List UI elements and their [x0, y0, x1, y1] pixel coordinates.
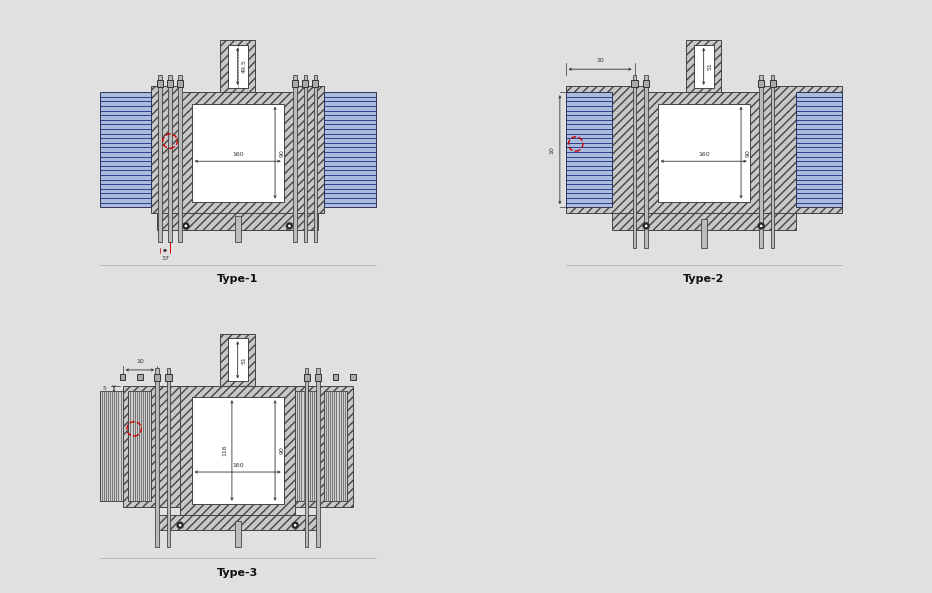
- Bar: [235, 521, 240, 547]
- Bar: [761, 87, 842, 213]
- Bar: [123, 385, 180, 506]
- Bar: [166, 374, 171, 381]
- Bar: [566, 87, 646, 213]
- Bar: [137, 374, 143, 380]
- Text: 10: 10: [596, 59, 604, 63]
- Bar: [770, 80, 775, 87]
- Bar: [100, 391, 123, 500]
- Bar: [643, 80, 650, 87]
- Bar: [304, 75, 307, 242]
- Text: Type-3: Type-3: [217, 568, 258, 578]
- Circle shape: [177, 522, 184, 529]
- Bar: [180, 385, 295, 515]
- Bar: [192, 104, 283, 202]
- Bar: [312, 80, 319, 87]
- Text: 49.5: 49.5: [242, 59, 247, 74]
- Bar: [295, 385, 352, 506]
- Bar: [294, 75, 297, 242]
- Bar: [315, 374, 322, 381]
- Text: Type-2: Type-2: [683, 274, 724, 284]
- Bar: [167, 368, 171, 547]
- Circle shape: [179, 524, 182, 527]
- Text: 90: 90: [280, 447, 284, 454]
- Circle shape: [292, 522, 298, 529]
- Bar: [157, 80, 163, 87]
- Bar: [646, 93, 761, 213]
- Bar: [227, 338, 248, 381]
- Bar: [100, 93, 151, 208]
- Bar: [566, 93, 611, 208]
- Bar: [192, 397, 283, 503]
- Circle shape: [760, 225, 762, 227]
- Bar: [317, 368, 320, 547]
- Bar: [313, 75, 317, 242]
- Circle shape: [286, 222, 293, 229]
- Bar: [686, 40, 721, 93]
- Bar: [167, 80, 173, 87]
- Bar: [304, 374, 309, 381]
- Text: 160: 160: [232, 463, 243, 468]
- Bar: [611, 213, 796, 230]
- Bar: [701, 219, 706, 247]
- Bar: [771, 75, 774, 247]
- Bar: [658, 104, 749, 202]
- Bar: [220, 40, 255, 93]
- Bar: [305, 368, 308, 547]
- Bar: [758, 80, 764, 87]
- Bar: [350, 374, 356, 380]
- Text: 90: 90: [280, 149, 284, 157]
- Text: 51: 51: [242, 356, 247, 364]
- Text: 10: 10: [136, 359, 144, 364]
- Bar: [178, 75, 182, 242]
- Bar: [292, 80, 298, 87]
- Text: 10: 10: [549, 146, 555, 154]
- Bar: [295, 391, 318, 500]
- Bar: [632, 80, 637, 87]
- Bar: [177, 80, 184, 87]
- Text: 160: 160: [232, 152, 243, 157]
- Bar: [169, 75, 171, 242]
- Circle shape: [645, 225, 648, 227]
- Text: 90: 90: [746, 149, 750, 157]
- Circle shape: [643, 222, 650, 229]
- Circle shape: [758, 222, 764, 229]
- Bar: [324, 391, 347, 500]
- Text: 160: 160: [698, 152, 709, 157]
- Bar: [324, 93, 376, 208]
- Bar: [156, 368, 158, 547]
- Bar: [220, 334, 255, 385]
- Bar: [796, 93, 842, 208]
- Bar: [302, 80, 308, 87]
- Text: 37: 37: [161, 256, 169, 261]
- Bar: [158, 515, 318, 530]
- Bar: [158, 213, 318, 230]
- Bar: [154, 374, 160, 381]
- Bar: [760, 75, 763, 247]
- Bar: [151, 87, 180, 213]
- Circle shape: [294, 524, 296, 527]
- Circle shape: [288, 225, 291, 227]
- Text: Type-1: Type-1: [217, 274, 258, 284]
- Text: 51: 51: [708, 62, 713, 70]
- Text: 116: 116: [223, 445, 227, 456]
- Bar: [295, 87, 324, 213]
- Bar: [644, 75, 648, 247]
- Bar: [119, 374, 126, 380]
- Circle shape: [183, 222, 189, 229]
- Bar: [633, 75, 637, 247]
- Bar: [180, 93, 295, 213]
- Text: 5: 5: [103, 386, 107, 391]
- Circle shape: [185, 225, 187, 227]
- Bar: [693, 44, 714, 88]
- Bar: [235, 216, 240, 242]
- Bar: [158, 75, 162, 242]
- Bar: [129, 391, 151, 500]
- Bar: [333, 374, 338, 380]
- Bar: [227, 44, 248, 88]
